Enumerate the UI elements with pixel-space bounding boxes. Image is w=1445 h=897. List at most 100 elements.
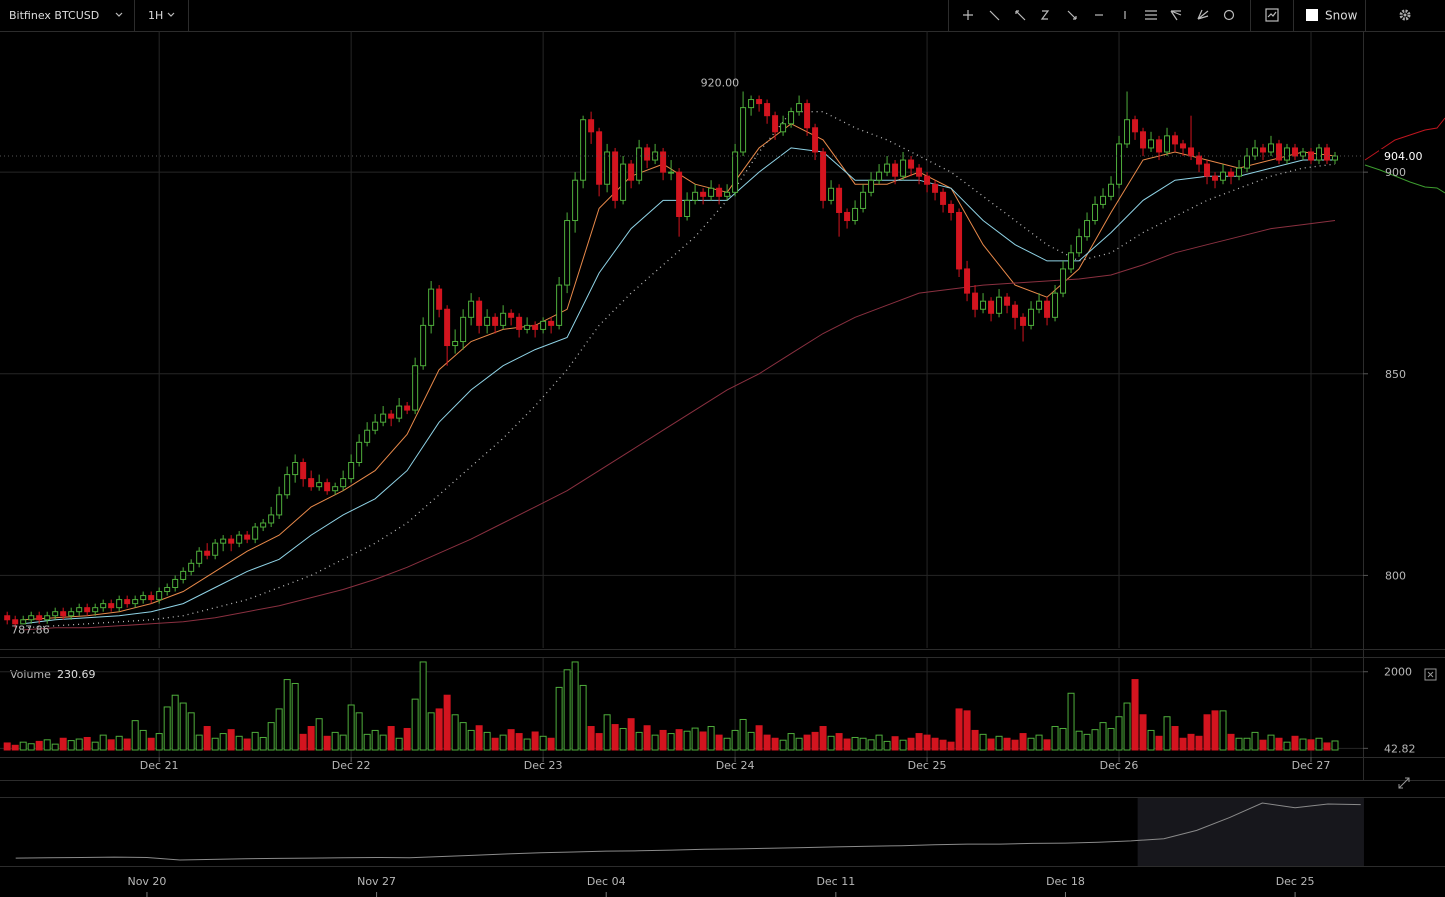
candle-body — [516, 316, 523, 330]
candle-body — [444, 308, 451, 347]
candle-body — [196, 550, 203, 564]
crosshair-tool[interactable] — [963, 10, 973, 20]
candle-body — [684, 199, 691, 218]
candle-body — [164, 587, 171, 593]
candle-body — [236, 534, 243, 544]
line-tool[interactable] — [989, 10, 1000, 21]
volume-bar — [1099, 722, 1107, 751]
candle-body — [28, 615, 35, 621]
candle-body — [876, 171, 883, 181]
x-tick-label: Dec 24 — [716, 759, 755, 772]
navigator-line — [15, 802, 1361, 861]
settings-button[interactable] — [1399, 9, 1411, 21]
candle-body — [588, 119, 595, 133]
candle-body — [500, 312, 507, 326]
candle-body — [292, 461, 299, 476]
candle-body — [1036, 300, 1043, 310]
navigator-tick-label: Nov 27 — [357, 875, 396, 888]
navigator-tick-label: Dec 04 — [587, 875, 626, 888]
candle-body — [36, 615, 43, 621]
volume-bar — [1195, 735, 1203, 751]
fan-tool[interactable] — [1170, 10, 1182, 21]
candle-body — [708, 187, 715, 197]
candle-body — [1292, 147, 1299, 157]
candle-body — [44, 615, 51, 621]
volume-bar — [299, 733, 307, 751]
candle-body — [1260, 147, 1267, 153]
volume-bar — [1307, 739, 1315, 751]
volume-bar — [747, 731, 755, 751]
candle-body — [780, 123, 787, 133]
interval-selector[interactable]: 1H — [148, 9, 163, 22]
volume-bar — [1163, 716, 1171, 751]
navigator-tick-label: Nov 20 — [127, 875, 166, 888]
volume-bar — [1243, 737, 1251, 751]
expand-button[interactable] — [1398, 777, 1410, 789]
path-tool[interactable] — [1040, 10, 1050, 20]
candle-body — [428, 288, 435, 326]
candle-body — [572, 179, 579, 222]
candle-body — [532, 324, 539, 330]
volume-bar — [83, 736, 91, 751]
volume-bar — [371, 729, 379, 751]
candle-body — [156, 591, 163, 601]
volume-bar — [139, 729, 147, 751]
candle-body — [852, 207, 859, 222]
candle-body — [1220, 171, 1227, 181]
candle-body — [540, 320, 547, 330]
close-pane[interactable] — [1424, 668, 1437, 681]
volume-bar — [235, 735, 243, 751]
volume-bar — [1139, 714, 1147, 751]
interval-chevron[interactable] — [167, 12, 175, 17]
candle-body — [276, 494, 283, 516]
volume-bar — [651, 734, 659, 751]
snow-label[interactable]: Snow — [1325, 9, 1358, 23]
candle-body — [324, 482, 331, 492]
candle-body — [484, 316, 491, 326]
gann-tool[interactable] — [1197, 9, 1209, 20]
price-annotation: 920.00 — [701, 76, 740, 89]
candle-body — [1228, 171, 1235, 177]
circle-tool[interactable] — [1223, 9, 1235, 21]
candle-body — [1084, 220, 1091, 238]
candle-body — [452, 341, 459, 347]
candle-body — [468, 300, 475, 318]
volume-bar — [771, 737, 779, 751]
volume-bar — [1131, 679, 1139, 751]
volume-bar — [171, 694, 179, 751]
candle-body — [220, 538, 227, 544]
volume-bar — [475, 725, 483, 751]
candle-body — [332, 486, 339, 492]
volume-bar — [571, 661, 579, 751]
volume-bar — [1051, 726, 1059, 751]
symbol-selector[interactable]: Bitfinex BTCUSD — [9, 9, 99, 22]
volume-bar — [195, 734, 203, 751]
volume-bar — [155, 733, 163, 751]
candle-body — [372, 421, 379, 431]
candle-body — [12, 619, 19, 625]
candle-body — [812, 127, 819, 153]
x-tick-label: Dec 27 — [1292, 759, 1331, 772]
candle-body — [892, 163, 899, 177]
volume-bar — [131, 720, 139, 751]
snow-checkbox[interactable] — [1306, 9, 1318, 21]
candle-body — [844, 211, 851, 222]
candle-body — [1276, 143, 1283, 161]
volume-bar — [547, 737, 555, 751]
symbol-chevron[interactable] — [115, 12, 123, 17]
arrow-tool[interactable] — [1015, 10, 1026, 21]
candle-body — [380, 413, 387, 423]
candle-body — [1004, 296, 1011, 306]
candle-body — [148, 595, 155, 601]
volume-bar — [1171, 726, 1179, 751]
indicators-button[interactable] — [1265, 8, 1279, 22]
volume-bar — [1147, 729, 1155, 751]
candle-body — [1012, 304, 1019, 318]
volume-bar — [1315, 737, 1323, 751]
candle-body — [340, 478, 347, 488]
volume-bar — [931, 737, 939, 751]
fib-tool[interactable] — [1145, 10, 1157, 20]
candle-body — [68, 611, 75, 617]
candle-body — [820, 151, 827, 201]
ray-tool[interactable] — [1067, 10, 1077, 20]
